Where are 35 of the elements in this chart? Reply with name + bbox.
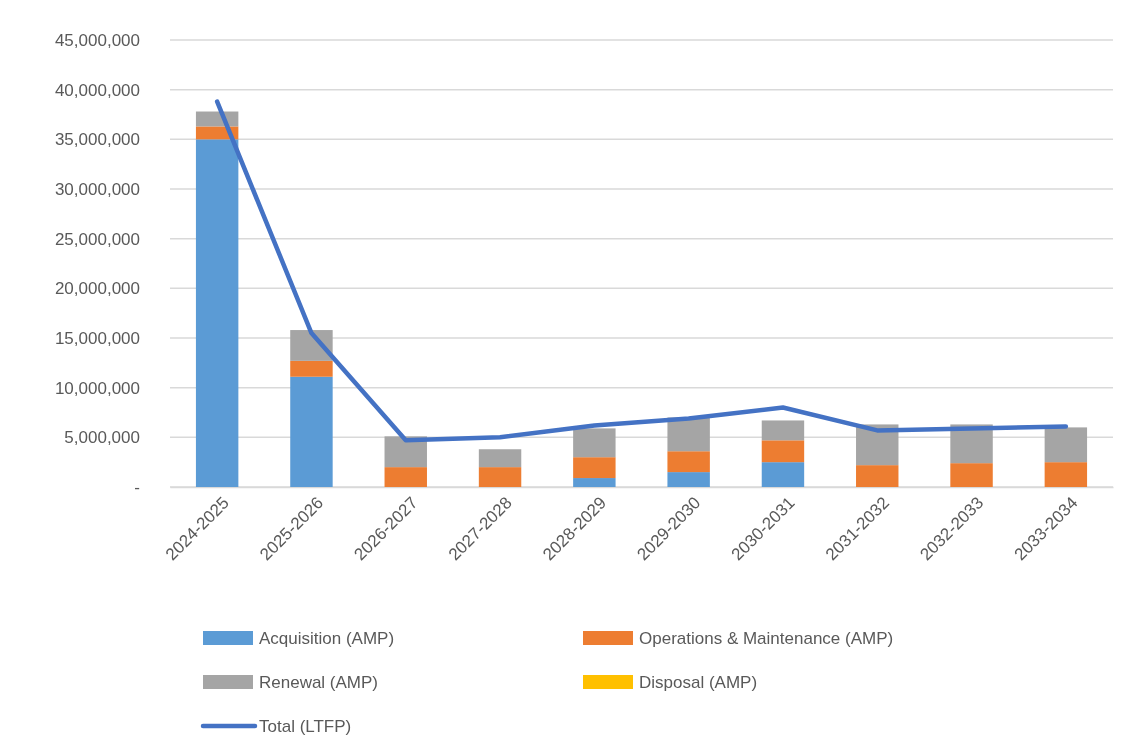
bar — [761, 462, 805, 487]
bar — [667, 451, 710, 473]
bar — [573, 428, 616, 458]
bar — [573, 457, 616, 479]
bar — [1044, 462, 1088, 487]
y-tick-label: 45,000,000 — [54, 30, 140, 50]
bar — [667, 472, 710, 487]
bar — [290, 360, 333, 377]
y-tick-label: 10,000,000 — [54, 378, 140, 398]
bar — [384, 467, 427, 487]
y-tick-label: 25,000,000 — [54, 229, 140, 249]
legend-label: Renewal (AMP) — [259, 672, 379, 692]
y-tick-label: 40,000,000 — [54, 80, 140, 100]
legend-label: Total (LTFP) — [259, 716, 352, 736]
bar — [1044, 427, 1088, 463]
line-series — [214, 99, 1069, 443]
y-tick-label: 35,000,000 — [54, 130, 140, 150]
legend-label: Disposal (AMP) — [639, 672, 758, 692]
y-tick-label: 5,000,000 — [64, 428, 140, 448]
legend-label: Operations & Maintenance (AMP) — [639, 628, 894, 648]
bar — [478, 449, 522, 468]
bar — [950, 463, 993, 487]
y-tick-label: 30,000,000 — [54, 179, 140, 199]
y-tick-label: 20,000,000 — [54, 279, 140, 299]
bar — [573, 478, 616, 487]
bar — [856, 465, 899, 487]
bar — [195, 139, 239, 487]
legend-label: Acquisition (AMP) — [259, 628, 395, 648]
bar — [761, 440, 805, 463]
bar — [478, 467, 522, 487]
bar — [761, 420, 805, 441]
y-tick-label: - — [134, 477, 140, 497]
bar — [384, 436, 427, 468]
y-tick-label: 15,000,000 — [54, 328, 140, 348]
bar — [290, 376, 333, 487]
